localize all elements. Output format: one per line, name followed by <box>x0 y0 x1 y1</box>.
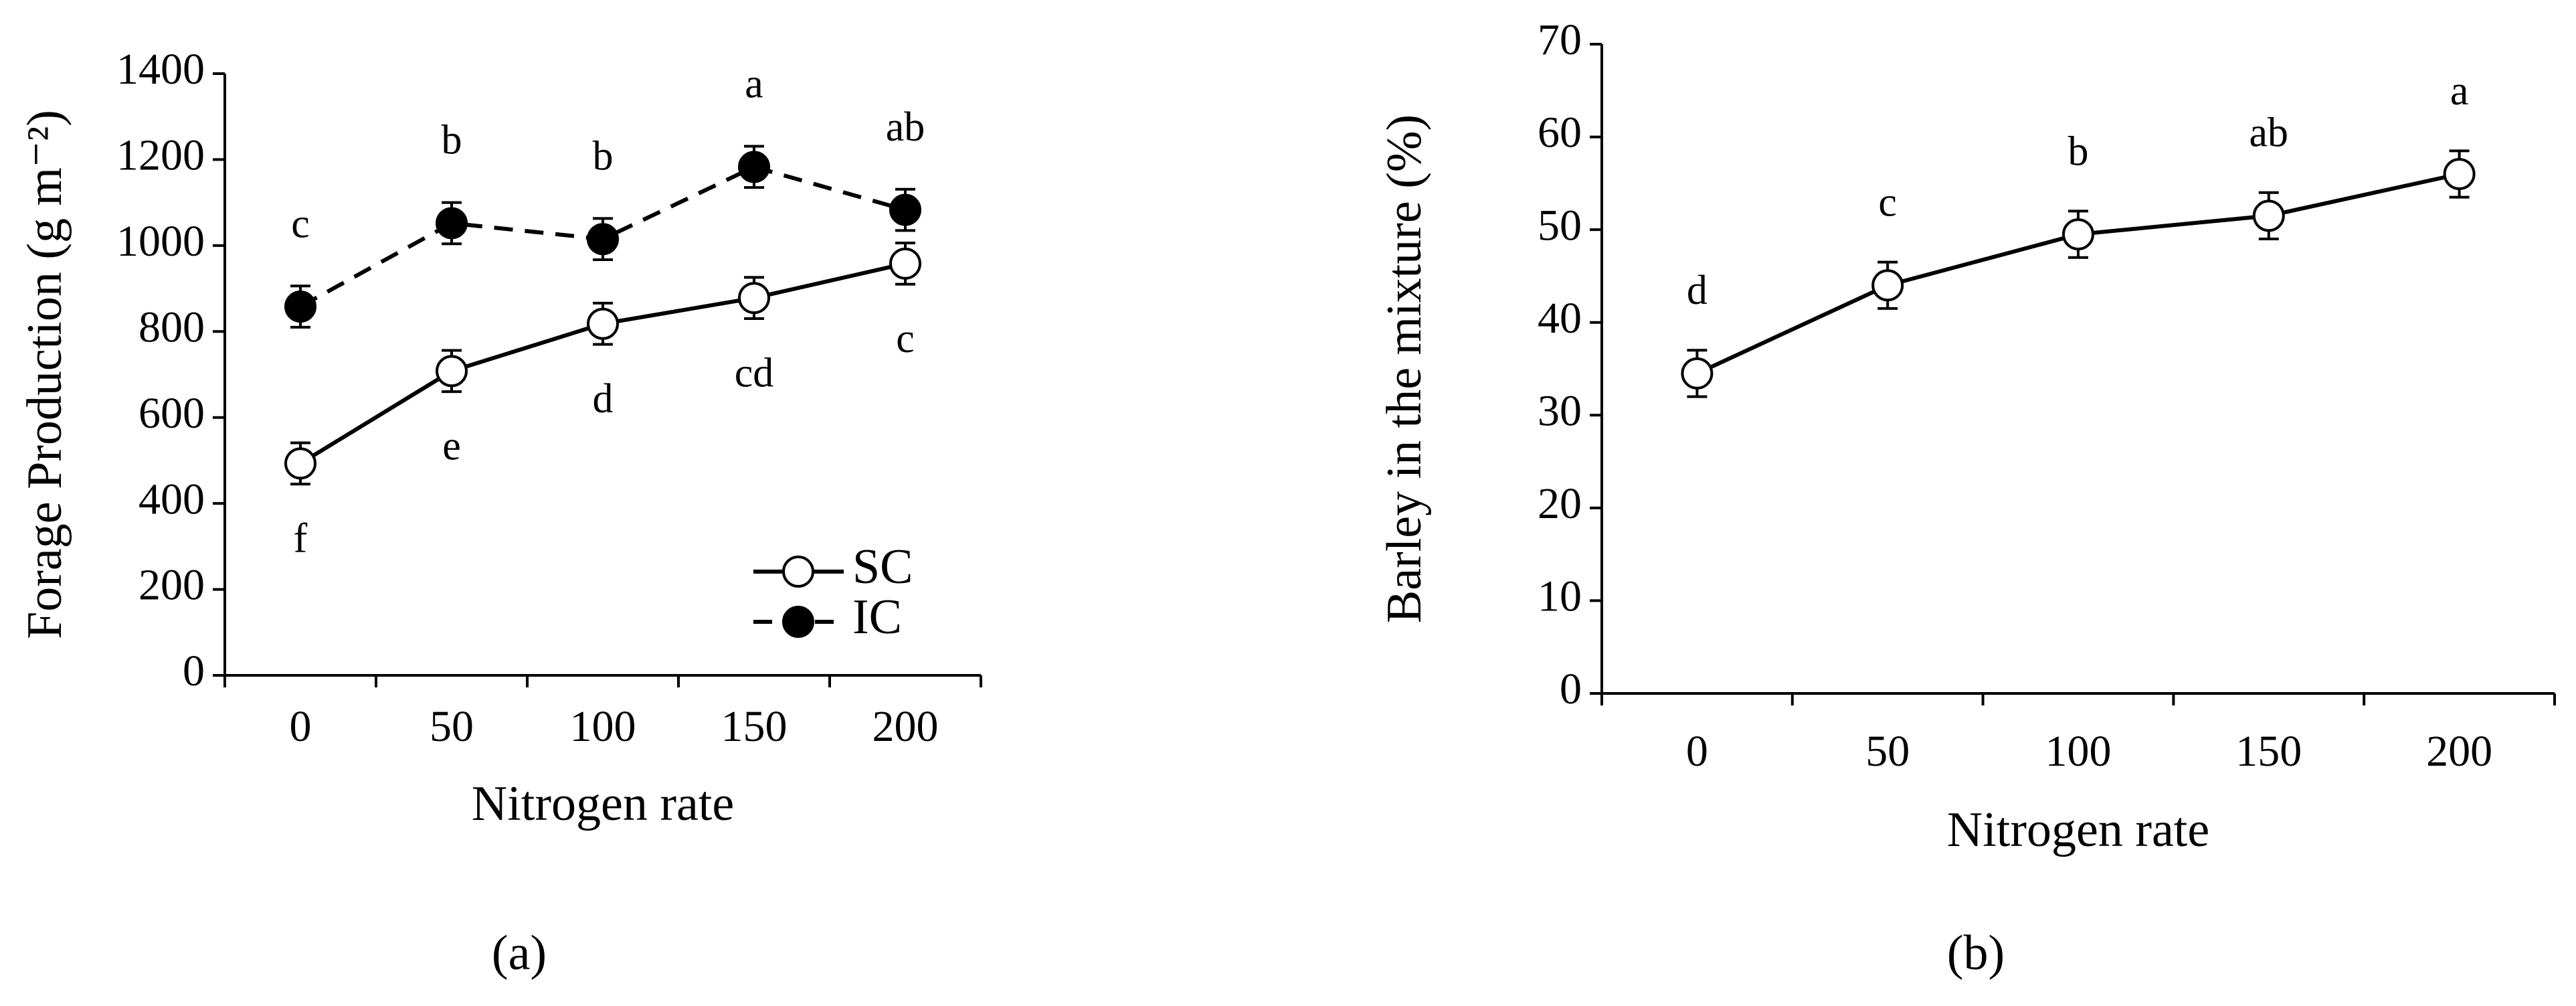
marker <box>738 282 770 315</box>
marker <box>2062 218 2094 251</box>
x-tick-label: 50 <box>430 702 474 751</box>
y-axis-label: Forage Production (g m⁻²) <box>17 110 72 639</box>
marker <box>436 355 468 388</box>
marker <box>436 207 468 240</box>
y-tick-label: 1200 <box>116 131 205 180</box>
significance-letter: c <box>291 201 310 246</box>
marker <box>284 447 316 480</box>
series-line <box>299 261 906 465</box>
y-tick-label: 800 <box>139 303 205 351</box>
legend-marker <box>782 556 814 588</box>
y-tick-label: 60 <box>1538 108 1582 157</box>
x-tick-label: 100 <box>570 702 636 751</box>
y-tick-label: 10 <box>1538 572 1582 621</box>
significance-letter: c <box>1878 180 1897 226</box>
y-tick-label: 70 <box>1538 15 1582 64</box>
significance-letter: ab <box>886 104 925 150</box>
series-line <box>1696 172 2460 375</box>
legend-label: IC <box>852 590 902 645</box>
y-tick-label: 400 <box>139 475 205 523</box>
marker <box>284 290 316 323</box>
x-tick-label: 200 <box>872 702 939 751</box>
x-tick-label: 200 <box>2426 727 2492 776</box>
y-tick-label: 1400 <box>116 45 205 94</box>
x-tick-label: 150 <box>2235 727 2302 776</box>
marker <box>889 247 921 280</box>
significance-letter: b <box>2068 129 2089 174</box>
y-tick-label: 0 <box>1560 665 1582 714</box>
significance-letter: e <box>442 424 461 469</box>
marker <box>1681 357 1714 390</box>
significance-letter: f <box>294 516 308 562</box>
marker <box>587 223 619 256</box>
caption: (a) <box>492 926 547 981</box>
y-tick-label: 200 <box>139 561 205 610</box>
y-tick-label: 40 <box>1538 294 1582 343</box>
significance-letter: cd <box>735 350 774 396</box>
significance-letter: ab <box>2249 110 2289 156</box>
significance-letter: b <box>442 118 462 163</box>
x-axis-label: Nitrogen rate <box>1947 803 2209 857</box>
significance-letter: a <box>2450 68 2469 114</box>
x-tick-label: 50 <box>1865 727 1910 776</box>
marker <box>2443 158 2476 190</box>
x-tick-label: 150 <box>721 702 788 751</box>
marker <box>2252 199 2285 232</box>
significance-letter: d <box>1687 268 1708 313</box>
marker <box>889 193 921 226</box>
legend-label: SC <box>852 539 913 594</box>
y-axis-label: Barley in the mixture (%) <box>1377 114 1432 623</box>
y-tick-label: 0 <box>183 647 205 695</box>
y-tick-label: 1000 <box>116 217 205 266</box>
significance-letter: d <box>593 376 614 422</box>
marker <box>587 307 619 340</box>
y-tick-label: 30 <box>1538 386 1582 435</box>
significance-letter: a <box>745 62 763 107</box>
y-tick-label: 50 <box>1538 201 1582 250</box>
y-tick-label: 600 <box>139 389 205 438</box>
significance-letter: b <box>593 133 614 179</box>
marker <box>1871 269 1904 302</box>
y-tick-label: 20 <box>1538 479 1582 528</box>
x-tick-label: 0 <box>1686 727 1708 776</box>
legend-marker <box>782 606 814 638</box>
x-tick-label: 0 <box>290 702 312 751</box>
x-axis-label: Nitrogen rate <box>472 776 734 831</box>
caption: (b) <box>1947 926 2005 981</box>
x-tick-label: 100 <box>2045 727 2112 776</box>
marker <box>738 151 770 183</box>
significance-letter: c <box>896 316 915 361</box>
